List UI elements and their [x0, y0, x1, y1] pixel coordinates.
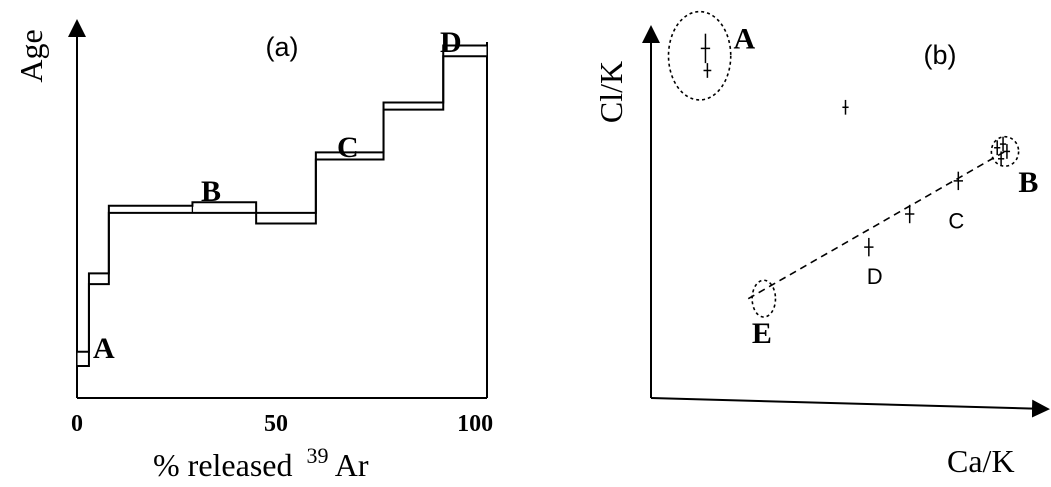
age-step-upper-edge: [77, 46, 487, 352]
panel-b-x-axis: [651, 398, 1047, 409]
x-axis-title-suffix: Ar: [335, 447, 369, 483]
group-label-e: E: [752, 317, 772, 350]
x-axis-title-main: % released: [153, 447, 292, 483]
panel-b-label: (b): [924, 40, 957, 70]
data-point-1: [701, 34, 710, 63]
panel-a-x-axis-title: % released 39 Ar: [153, 434, 369, 483]
step-label-c: C: [337, 131, 359, 164]
data-point-6: [1000, 137, 1006, 152]
group-label-d: D: [867, 264, 883, 289]
age-step-3: [109, 206, 193, 213]
age-step-1: [77, 352, 89, 366]
data-point-2: [704, 63, 712, 78]
age-step-5: [256, 213, 316, 224]
step-label-a: A: [93, 332, 115, 365]
x-tick-label-100: 100: [457, 411, 493, 437]
panel-b-y-axis-title: Cl/K: [593, 61, 629, 123]
panel-a-age-spectrum: (a) Age 0 50 100 % released 39 Ar A B C D: [13, 22, 493, 483]
group-label-b: B: [1018, 166, 1038, 199]
group-labels: A B C D E: [734, 22, 1039, 349]
panel-a-label: (a): [266, 32, 299, 62]
panel-b-x-axis-title: Ca/K: [947, 443, 1015, 479]
age-steps: [77, 46, 487, 366]
data-point-3: [842, 100, 848, 115]
group-label-c: C: [948, 209, 964, 234]
age-step-2: [89, 273, 109, 284]
data-point-10: [864, 238, 873, 256]
age-step-7: [384, 103, 444, 110]
data-point-8: [954, 172, 963, 190]
x-tick-label-50: 50: [264, 411, 288, 437]
data-point-5: [998, 151, 1004, 166]
x-tick-label-0: 0: [71, 411, 83, 437]
step-label-b: B: [201, 175, 221, 208]
group-label-a: A: [734, 22, 756, 55]
step-label-d: D: [440, 26, 462, 59]
x-axis-title-superscript: 39: [306, 443, 328, 468]
group-ellipse-1: [669, 12, 731, 100]
panel-b-correlation: (b) Cl/K Ca/K A B C D E: [593, 12, 1047, 479]
panel-a-y-axis-title: Age: [13, 29, 49, 82]
group-ellipses: [669, 12, 1019, 317]
data-point-7: [1004, 144, 1010, 159]
panel-a-x-tick-labels: 0 50 100: [71, 411, 493, 437]
